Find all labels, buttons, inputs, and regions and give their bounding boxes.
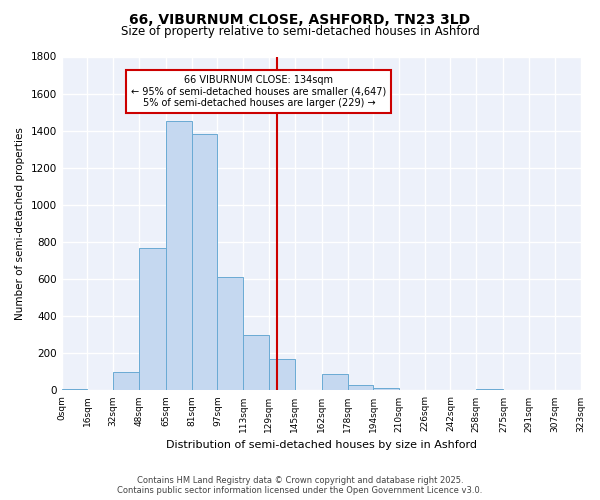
Bar: [62, 388, 88, 390]
Bar: [347, 385, 373, 390]
Bar: [373, 388, 399, 390]
Bar: [269, 359, 295, 390]
Bar: [192, 134, 217, 390]
Bar: [243, 335, 269, 390]
X-axis label: Distribution of semi-detached houses by size in Ashford: Distribution of semi-detached houses by …: [166, 440, 476, 450]
Bar: [166, 122, 192, 390]
Bar: [476, 388, 503, 390]
Bar: [139, 248, 166, 390]
Y-axis label: Number of semi-detached properties: Number of semi-detached properties: [15, 127, 25, 320]
Text: 66 VIBURNUM CLOSE: 134sqm
← 95% of semi-detached houses are smaller (4,647)
5% o: 66 VIBURNUM CLOSE: 134sqm ← 95% of semi-…: [131, 75, 386, 108]
Bar: [113, 372, 139, 390]
Text: 66, VIBURNUM CLOSE, ASHFORD, TN23 3LD: 66, VIBURNUM CLOSE, ASHFORD, TN23 3LD: [130, 12, 470, 26]
Text: Size of property relative to semi-detached houses in Ashford: Size of property relative to semi-detach…: [121, 25, 479, 38]
Bar: [322, 374, 347, 390]
Text: Contains HM Land Registry data © Crown copyright and database right 2025.
Contai: Contains HM Land Registry data © Crown c…: [118, 476, 482, 495]
Bar: [217, 278, 243, 390]
